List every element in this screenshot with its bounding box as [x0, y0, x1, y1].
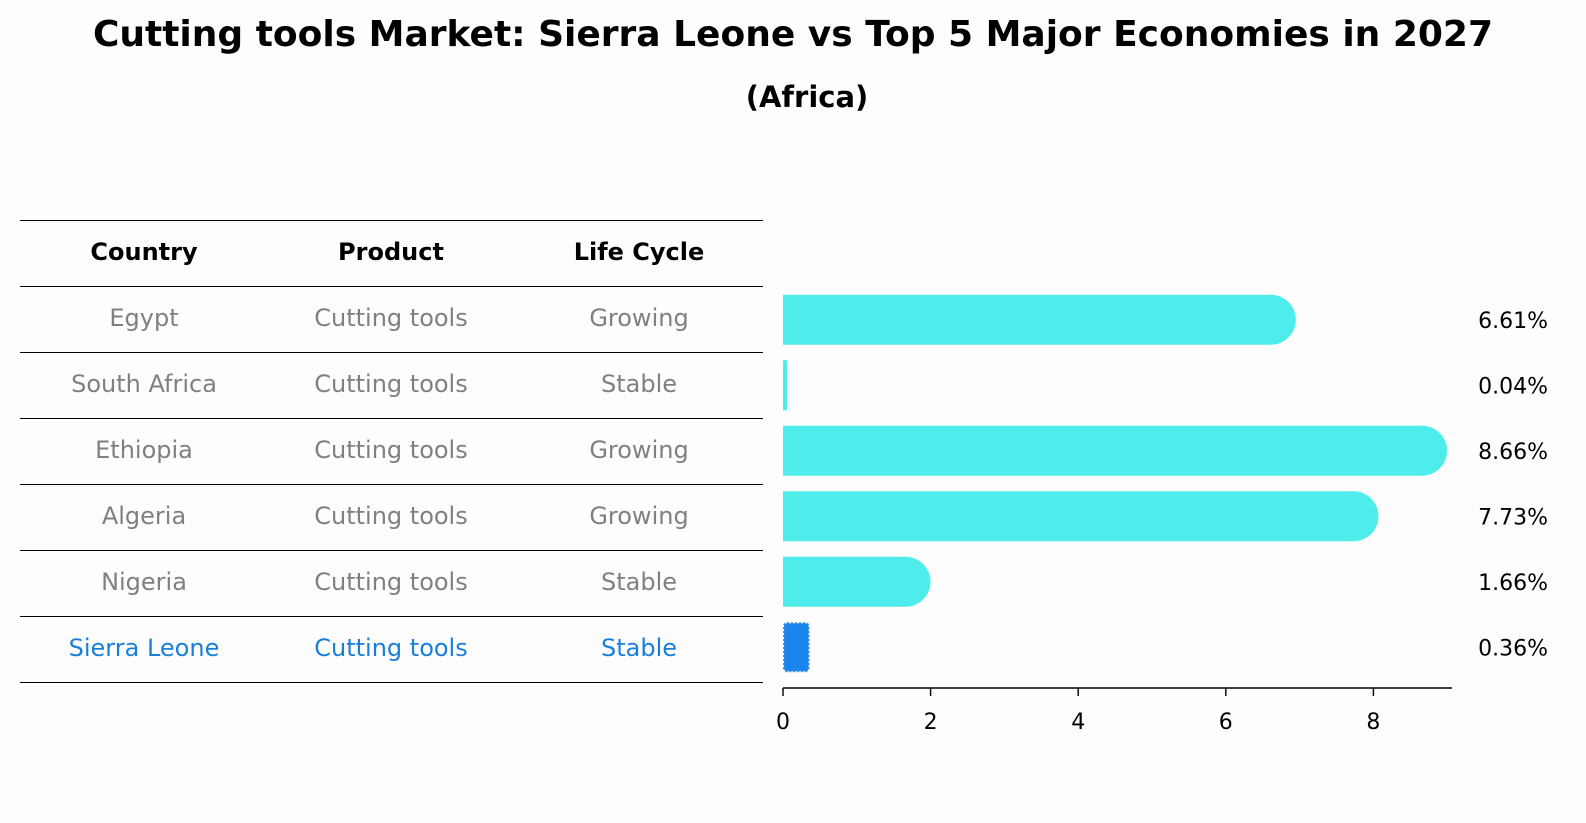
bar-ethiopia — [783, 425, 1448, 476]
x-tick-label: 6 — [1219, 710, 1233, 735]
life-cycle-cell: Growing — [589, 502, 689, 530]
chart-subtitle: (Africa) — [745, 80, 869, 114]
value-label: 0.36% — [1478, 636, 1548, 661]
value-label: 7.73% — [1478, 505, 1548, 530]
product-cell: Cutting tools — [314, 370, 468, 398]
life-cycle-cell: Growing — [589, 436, 689, 464]
country-cell: South Africa — [71, 370, 217, 398]
table-row: Nigeria Cutting tools Stable — [20, 550, 763, 616]
country-cell: Nigeria — [101, 568, 187, 596]
life-cycle-cell: Growing — [589, 304, 689, 332]
table-row: Egypt Cutting tools Growing — [20, 286, 763, 352]
header-product: Product — [338, 238, 444, 266]
data-table: Country Product Life Cycle Egypt Cutting… — [20, 220, 763, 683]
product-cell: Cutting tools — [314, 304, 468, 332]
table-row: Ethiopia Cutting tools Growing — [20, 418, 763, 484]
bar-algeria — [783, 491, 1379, 542]
product-cell: Cutting tools — [314, 502, 468, 530]
country-cell: Sierra Leone — [68, 634, 220, 662]
table-row-highlighted: Sierra Leone Cutting tools Stable — [20, 616, 763, 683]
life-cycle-cell: Stable — [600, 634, 678, 662]
x-tick-label: 2 — [924, 710, 938, 735]
life-cycle-cell: Stable — [600, 568, 678, 596]
header-country: Country — [90, 238, 198, 266]
table-header: Country Product Life Cycle — [20, 220, 763, 286]
x-tick-label: 4 — [1071, 710, 1085, 735]
bar-sierra-leone — [783, 622, 810, 673]
bar-nigeria — [783, 556, 931, 607]
table-body: Egypt Cutting tools Growing South Africa… — [20, 286, 763, 683]
value-label: 0.04% — [1478, 374, 1548, 399]
value-label: 6.61% — [1478, 309, 1548, 334]
x-tick-label: 0 — [776, 710, 790, 735]
country-cell: Ethiopia — [95, 436, 193, 464]
table-row: Algeria Cutting tools Growing — [20, 484, 763, 550]
bar-south-africa — [783, 360, 787, 411]
product-cell: Cutting tools — [314, 634, 468, 662]
x-tick-label: 8 — [1366, 710, 1380, 735]
value-label: 8.66% — [1478, 440, 1548, 465]
chart-title: Cutting tools Market: Sierra Leone vs To… — [92, 14, 1494, 55]
product-cell: Cutting tools — [314, 568, 468, 596]
country-cell: Egypt — [109, 304, 179, 332]
bar-egypt — [783, 294, 1296, 345]
country-cell: Algeria — [101, 502, 187, 530]
product-cell: Cutting tools — [314, 436, 468, 464]
life-cycle-cell: Stable — [600, 370, 678, 398]
header-life-cycle: Life Cycle — [573, 238, 705, 266]
value-label: 1.66% — [1478, 571, 1548, 596]
table-row: South Africa Cutting tools Stable — [20, 352, 763, 418]
